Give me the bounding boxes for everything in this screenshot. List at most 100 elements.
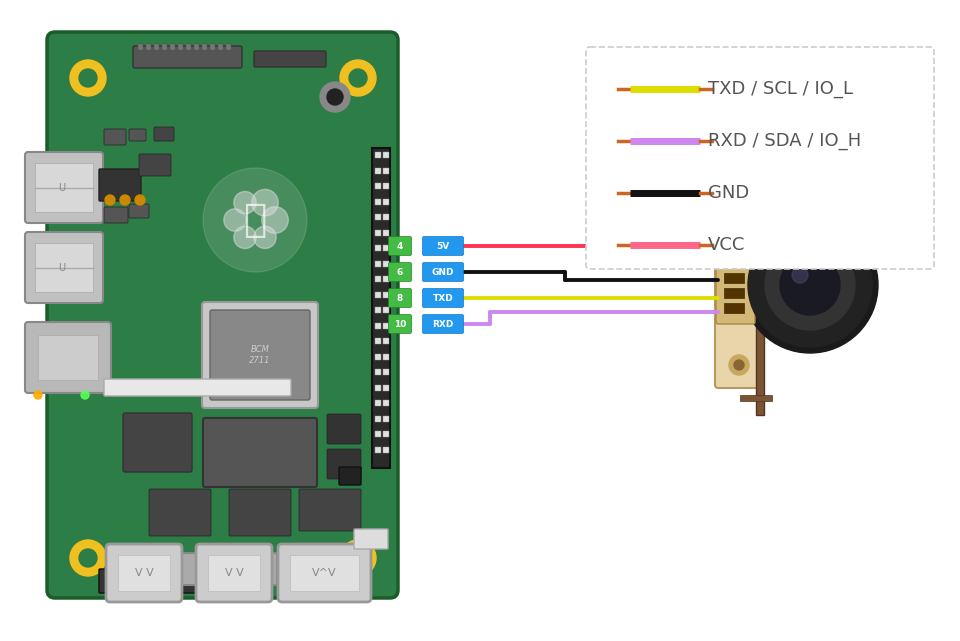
Text: TXD: TXD bbox=[433, 294, 453, 303]
Circle shape bbox=[748, 223, 872, 347]
Circle shape bbox=[734, 360, 744, 370]
Bar bbox=[756, 175, 764, 415]
FancyBboxPatch shape bbox=[422, 263, 464, 281]
Text: 10: 10 bbox=[394, 319, 406, 328]
Circle shape bbox=[327, 89, 343, 105]
Circle shape bbox=[340, 60, 376, 96]
Bar bbox=[383, 260, 389, 267]
Bar bbox=[375, 400, 381, 406]
Bar bbox=[154, 44, 159, 50]
Bar bbox=[375, 152, 381, 158]
Circle shape bbox=[203, 168, 307, 272]
FancyBboxPatch shape bbox=[422, 237, 464, 256]
Circle shape bbox=[234, 226, 256, 249]
Bar bbox=[383, 431, 389, 437]
Bar bbox=[383, 152, 389, 158]
Text: V V: V V bbox=[225, 568, 244, 578]
Bar bbox=[383, 214, 389, 220]
Bar bbox=[170, 44, 175, 50]
Bar bbox=[375, 353, 381, 360]
Text: 6: 6 bbox=[396, 267, 403, 276]
FancyBboxPatch shape bbox=[254, 51, 326, 67]
FancyBboxPatch shape bbox=[104, 207, 128, 223]
Circle shape bbox=[734, 215, 744, 225]
Circle shape bbox=[253, 226, 276, 249]
Circle shape bbox=[34, 391, 42, 399]
FancyBboxPatch shape bbox=[716, 250, 755, 324]
Bar bbox=[375, 431, 381, 437]
Bar bbox=[375, 307, 381, 313]
FancyBboxPatch shape bbox=[422, 315, 464, 333]
FancyBboxPatch shape bbox=[123, 413, 192, 472]
Circle shape bbox=[340, 540, 376, 576]
Bar bbox=[740, 185, 772, 191]
Circle shape bbox=[729, 210, 749, 230]
Bar bbox=[218, 44, 223, 50]
FancyBboxPatch shape bbox=[339, 467, 361, 485]
Bar bbox=[162, 44, 167, 50]
Bar bbox=[383, 292, 389, 297]
FancyBboxPatch shape bbox=[327, 449, 361, 479]
FancyBboxPatch shape bbox=[129, 129, 146, 141]
FancyBboxPatch shape bbox=[99, 569, 133, 593]
Text: U: U bbox=[59, 263, 65, 272]
Bar bbox=[210, 44, 215, 50]
FancyBboxPatch shape bbox=[198, 553, 277, 585]
FancyBboxPatch shape bbox=[147, 569, 171, 593]
Bar bbox=[383, 447, 389, 453]
FancyBboxPatch shape bbox=[25, 152, 103, 223]
FancyBboxPatch shape bbox=[586, 47, 934, 269]
Text: GND: GND bbox=[708, 184, 749, 202]
FancyBboxPatch shape bbox=[106, 544, 182, 602]
Bar bbox=[383, 183, 389, 189]
Bar bbox=[375, 260, 381, 267]
Bar bbox=[383, 276, 389, 282]
Bar bbox=[375, 245, 381, 251]
FancyBboxPatch shape bbox=[422, 288, 464, 308]
Circle shape bbox=[742, 217, 878, 353]
Bar bbox=[372, 148, 390, 468]
Circle shape bbox=[349, 549, 367, 567]
FancyBboxPatch shape bbox=[354, 529, 388, 549]
FancyBboxPatch shape bbox=[203, 418, 317, 487]
FancyBboxPatch shape bbox=[133, 46, 242, 68]
FancyBboxPatch shape bbox=[47, 32, 398, 598]
FancyBboxPatch shape bbox=[149, 489, 211, 536]
Bar bbox=[724, 258, 744, 268]
Bar bbox=[226, 44, 231, 50]
FancyBboxPatch shape bbox=[280, 553, 359, 585]
Circle shape bbox=[234, 192, 256, 214]
Circle shape bbox=[105, 195, 115, 205]
Bar bbox=[383, 338, 389, 344]
Bar bbox=[375, 385, 381, 390]
Circle shape bbox=[81, 391, 89, 399]
FancyBboxPatch shape bbox=[389, 315, 412, 333]
Circle shape bbox=[224, 209, 246, 231]
FancyBboxPatch shape bbox=[99, 169, 141, 201]
Bar bbox=[383, 369, 389, 375]
FancyBboxPatch shape bbox=[154, 127, 174, 141]
FancyBboxPatch shape bbox=[278, 544, 371, 602]
Bar bbox=[740, 395, 772, 401]
Circle shape bbox=[792, 267, 808, 283]
Bar bbox=[202, 44, 207, 50]
Text: 4: 4 bbox=[396, 242, 403, 251]
FancyBboxPatch shape bbox=[104, 129, 126, 145]
Text: GND: GND bbox=[432, 267, 454, 276]
Bar bbox=[178, 44, 183, 50]
FancyBboxPatch shape bbox=[791, 211, 815, 221]
Bar bbox=[383, 199, 389, 204]
Bar bbox=[724, 303, 744, 313]
FancyBboxPatch shape bbox=[129, 204, 149, 218]
FancyBboxPatch shape bbox=[389, 288, 412, 308]
Text: U: U bbox=[59, 183, 65, 192]
Circle shape bbox=[70, 60, 106, 96]
Bar bbox=[35, 243, 93, 292]
Circle shape bbox=[320, 82, 350, 112]
Bar bbox=[383, 400, 389, 406]
Bar bbox=[290, 555, 359, 591]
FancyBboxPatch shape bbox=[210, 310, 310, 400]
FancyBboxPatch shape bbox=[327, 414, 361, 444]
Bar bbox=[208, 555, 260, 591]
Bar bbox=[138, 44, 143, 50]
